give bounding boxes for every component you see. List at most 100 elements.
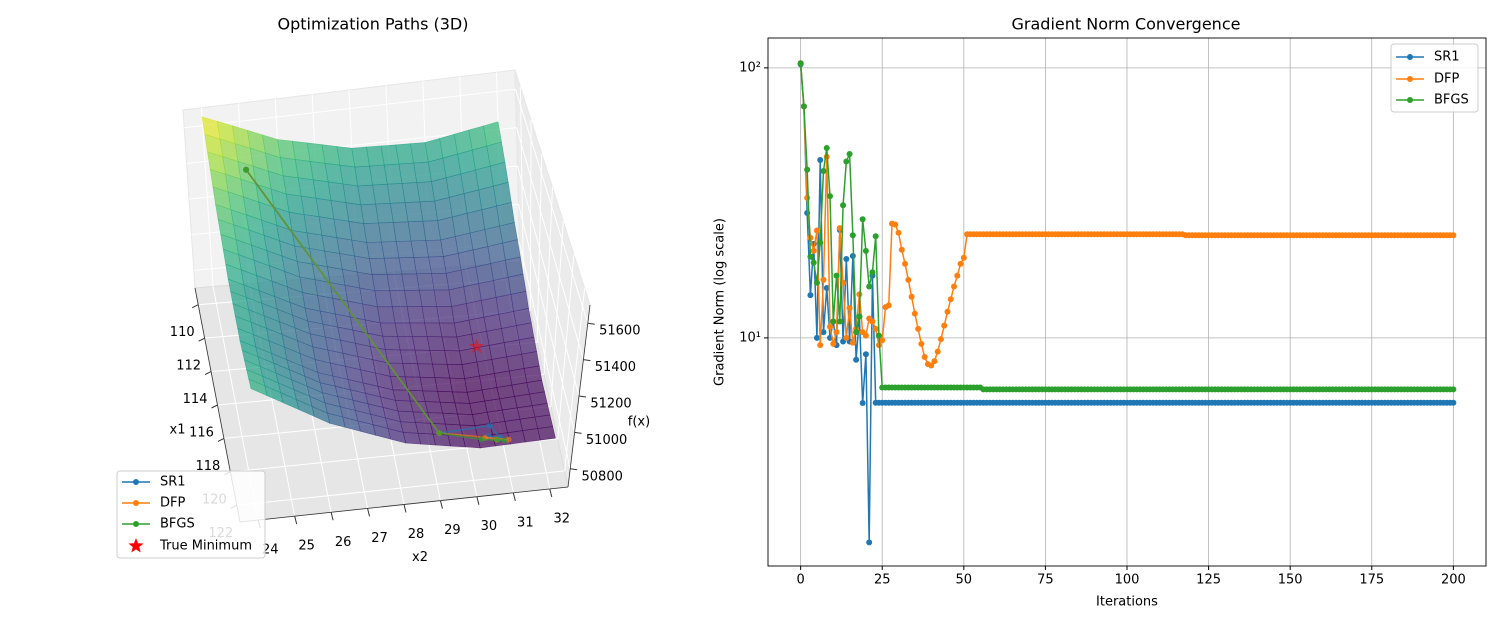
grid-line [564,288,586,471]
y-tick-label: 27 [371,531,388,546]
surface-patch [521,351,540,369]
x-tick-label: 50 [956,573,973,588]
legend-label: SR1 [160,475,186,490]
legend-label: DFP [1434,72,1459,87]
surface-patch [491,356,510,374]
surface-patch [371,274,391,292]
surface-patch [496,202,515,227]
surface-patch [412,336,431,351]
surface-patch [495,293,514,315]
y-tick [294,516,298,525]
surface-patch [446,363,465,379]
series-marker [902,260,909,267]
surface-patch [426,336,445,351]
x-tick-label: 100 [1115,573,1140,588]
legend-marker [128,538,144,553]
y-tick [439,500,443,509]
surface-patch [463,283,482,304]
legend-marker [133,479,139,485]
series-marker [885,302,892,309]
series-marker [843,334,850,341]
surface-patch [374,290,393,308]
surface-patch [419,376,438,392]
path-marker [493,436,500,443]
surface-patch [505,256,524,278]
series-marker [849,339,856,346]
series-marker [921,353,928,360]
series-marker [905,276,912,283]
surface-patch [466,300,485,321]
x-tick-label: 125 [1196,573,1221,588]
series-marker [827,323,834,330]
legend-label: True Minimum [159,539,252,554]
y-tick-label: 26 [335,535,352,550]
path-marker [501,437,508,444]
series-marker [866,283,873,290]
series-marker [895,229,902,236]
surface-patch [441,336,460,352]
surface-patch [397,336,416,351]
surface-patch [451,303,470,324]
series-marker [800,103,807,110]
surface-patch [510,290,529,312]
series-marker [931,358,938,365]
y-tick-label: 30 [481,519,498,534]
legend-label: BFGS [160,517,195,532]
surface-patch [384,349,404,364]
legend-label: SR1 [1434,50,1460,65]
surface-patch [382,335,401,351]
surface-patch [475,263,494,284]
series-marker [951,283,958,290]
path-marker [436,430,443,437]
series-marker [817,239,824,246]
surface-patch [421,306,440,324]
series-marker [830,340,837,347]
y-tick-label: 10¹ [739,330,761,345]
series-marker [833,329,840,336]
y-tick-label: 32 [554,511,571,526]
series-marker [817,156,824,163]
series-marker [823,144,830,151]
surface-patch [515,322,535,341]
series-marker [859,216,866,223]
grid-line [529,120,532,311]
legend-marker [1407,76,1413,82]
series-marker [941,322,948,329]
x-tick-label: 200 [1441,573,1466,588]
series-marker [892,221,899,228]
surface-patch [424,322,443,338]
surface-patch [483,121,502,147]
surface-patch [429,349,448,365]
surface-patch [414,349,433,365]
legend-marker [1407,54,1413,60]
y-tick-label: 24 [262,543,279,558]
surface-patch [493,276,512,298]
surface-patch [516,405,536,420]
surface-patch [518,336,537,355]
path-marker [478,436,485,443]
z-tick-label: 51600 [599,324,640,339]
series-marker [915,325,922,332]
x-tick-label: 150 [1278,573,1303,588]
plot-frame [767,37,1487,567]
surface-patch [409,322,428,337]
x-tick-label: 118 [196,459,221,474]
legend-marker [1407,97,1413,103]
surface-patch [501,325,520,343]
surface-patch [394,322,413,337]
grid-line [543,187,553,375]
series-marker [807,292,814,299]
y-tick-label: 10² [739,60,761,75]
series-marker [1450,399,1457,406]
z-tick-label: 51400 [595,360,636,375]
series-marker [898,246,905,253]
series-marker [810,259,817,266]
surface-patch [406,306,425,324]
series-marker [856,313,863,320]
surface-patch [416,273,435,291]
series-marker [846,150,853,157]
surface-patch [488,342,508,360]
